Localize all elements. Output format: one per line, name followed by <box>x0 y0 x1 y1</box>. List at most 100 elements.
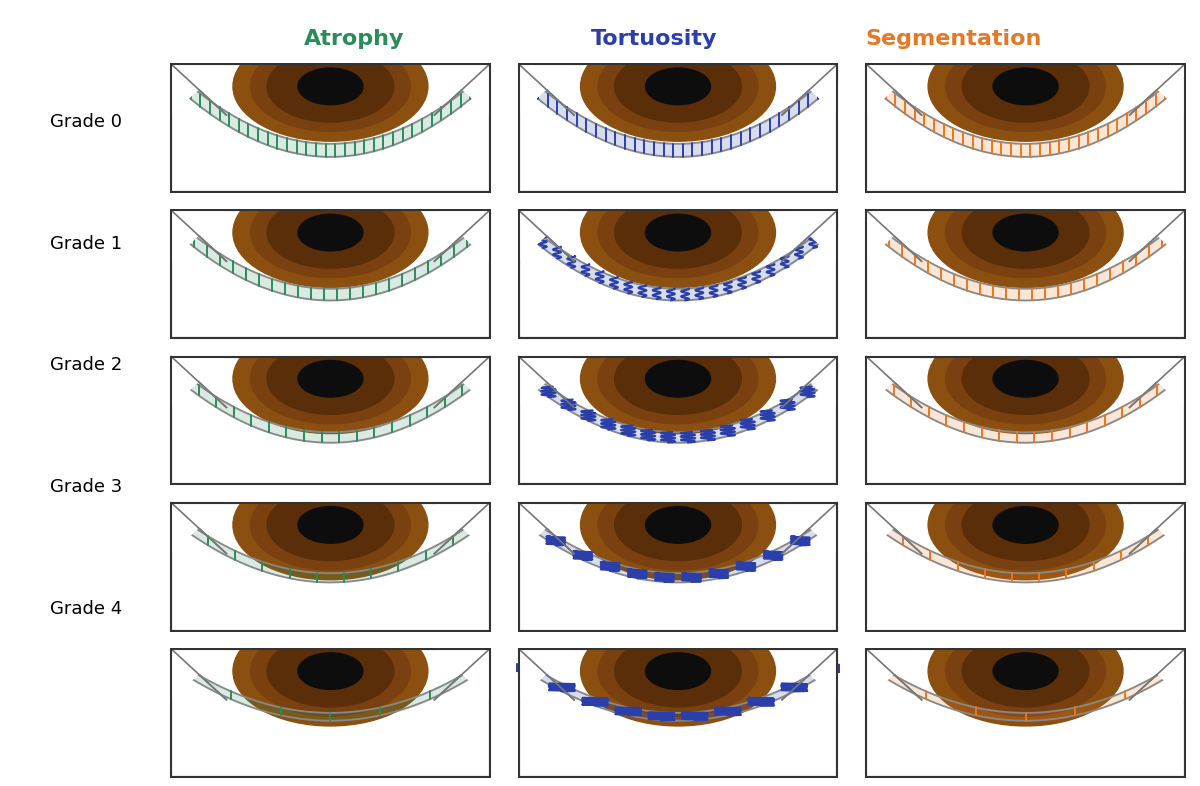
Polygon shape <box>1129 211 1184 261</box>
Bar <box>490 57 509 200</box>
Text: Grade 0: Grade 0 <box>50 113 122 130</box>
Ellipse shape <box>268 635 394 707</box>
Ellipse shape <box>598 626 758 716</box>
Bar <box>168 51 493 64</box>
Bar <box>499 57 518 200</box>
Bar <box>168 197 493 211</box>
Polygon shape <box>782 503 838 553</box>
Ellipse shape <box>598 334 758 424</box>
Ellipse shape <box>251 626 410 716</box>
Bar <box>499 338 857 346</box>
Ellipse shape <box>946 334 1105 424</box>
Ellipse shape <box>994 653 1058 689</box>
Ellipse shape <box>233 616 428 726</box>
Bar <box>1184 349 1200 492</box>
Ellipse shape <box>928 616 1123 726</box>
Bar <box>1184 495 1200 638</box>
Ellipse shape <box>928 470 1123 580</box>
Bar <box>151 338 509 346</box>
Ellipse shape <box>581 31 775 141</box>
Bar <box>168 636 493 649</box>
Bar <box>151 203 172 346</box>
Ellipse shape <box>598 42 758 131</box>
Bar <box>863 197 1188 211</box>
Polygon shape <box>172 211 227 261</box>
Polygon shape <box>518 211 574 261</box>
Ellipse shape <box>928 324 1123 434</box>
Ellipse shape <box>598 188 758 277</box>
Ellipse shape <box>298 68 362 105</box>
Ellipse shape <box>646 507 710 543</box>
Bar <box>847 495 866 638</box>
Polygon shape <box>1129 649 1184 700</box>
Ellipse shape <box>268 197 394 268</box>
Ellipse shape <box>298 361 362 397</box>
Polygon shape <box>782 649 838 700</box>
Ellipse shape <box>298 653 362 689</box>
Ellipse shape <box>994 215 1058 251</box>
Ellipse shape <box>614 51 742 122</box>
Polygon shape <box>1129 503 1184 553</box>
Bar <box>151 57 172 200</box>
Polygon shape <box>518 649 574 700</box>
Bar <box>847 777 1200 784</box>
Polygon shape <box>518 357 574 407</box>
Text: Grade 4: Grade 4 <box>50 601 122 618</box>
Ellipse shape <box>268 51 394 122</box>
Bar <box>499 203 518 346</box>
Polygon shape <box>434 64 490 115</box>
Ellipse shape <box>946 480 1105 570</box>
Ellipse shape <box>962 197 1088 268</box>
Ellipse shape <box>928 178 1123 288</box>
Bar <box>1184 641 1200 784</box>
Bar <box>490 349 509 492</box>
Polygon shape <box>434 649 490 700</box>
Polygon shape <box>518 503 574 553</box>
Text: Atrophy: Atrophy <box>304 29 404 50</box>
Ellipse shape <box>994 507 1058 543</box>
Bar <box>847 484 1200 492</box>
Ellipse shape <box>928 31 1123 141</box>
Text: Grade 2: Grade 2 <box>50 357 122 374</box>
Ellipse shape <box>946 42 1105 131</box>
Ellipse shape <box>251 188 410 277</box>
Bar <box>863 636 1188 649</box>
Polygon shape <box>866 649 922 700</box>
Ellipse shape <box>614 635 742 707</box>
Bar <box>847 203 866 346</box>
Text: Segmentation: Segmentation <box>866 29 1042 50</box>
Polygon shape <box>434 357 490 407</box>
Polygon shape <box>434 211 490 261</box>
Bar <box>168 490 493 503</box>
Polygon shape <box>866 64 922 115</box>
Polygon shape <box>782 357 838 407</box>
Bar <box>516 197 840 211</box>
Bar <box>847 641 866 784</box>
Polygon shape <box>866 357 922 407</box>
Ellipse shape <box>646 653 710 689</box>
Polygon shape <box>1129 357 1184 407</box>
Polygon shape <box>172 503 227 553</box>
Bar <box>151 349 172 492</box>
Bar <box>847 630 1200 638</box>
Bar <box>499 777 857 784</box>
Bar <box>1184 203 1200 346</box>
Ellipse shape <box>994 68 1058 105</box>
Bar <box>490 203 509 346</box>
Bar <box>168 343 493 357</box>
Bar <box>838 57 857 200</box>
Ellipse shape <box>962 490 1088 560</box>
Polygon shape <box>866 211 922 261</box>
Bar <box>499 349 518 492</box>
Ellipse shape <box>581 324 775 434</box>
Ellipse shape <box>233 470 428 580</box>
Ellipse shape <box>962 51 1088 122</box>
Ellipse shape <box>946 626 1105 716</box>
Bar <box>499 192 857 200</box>
Bar <box>151 495 172 638</box>
Bar <box>838 495 857 638</box>
Ellipse shape <box>268 343 394 414</box>
Bar <box>151 192 509 200</box>
Bar <box>838 641 857 784</box>
Ellipse shape <box>598 480 758 570</box>
